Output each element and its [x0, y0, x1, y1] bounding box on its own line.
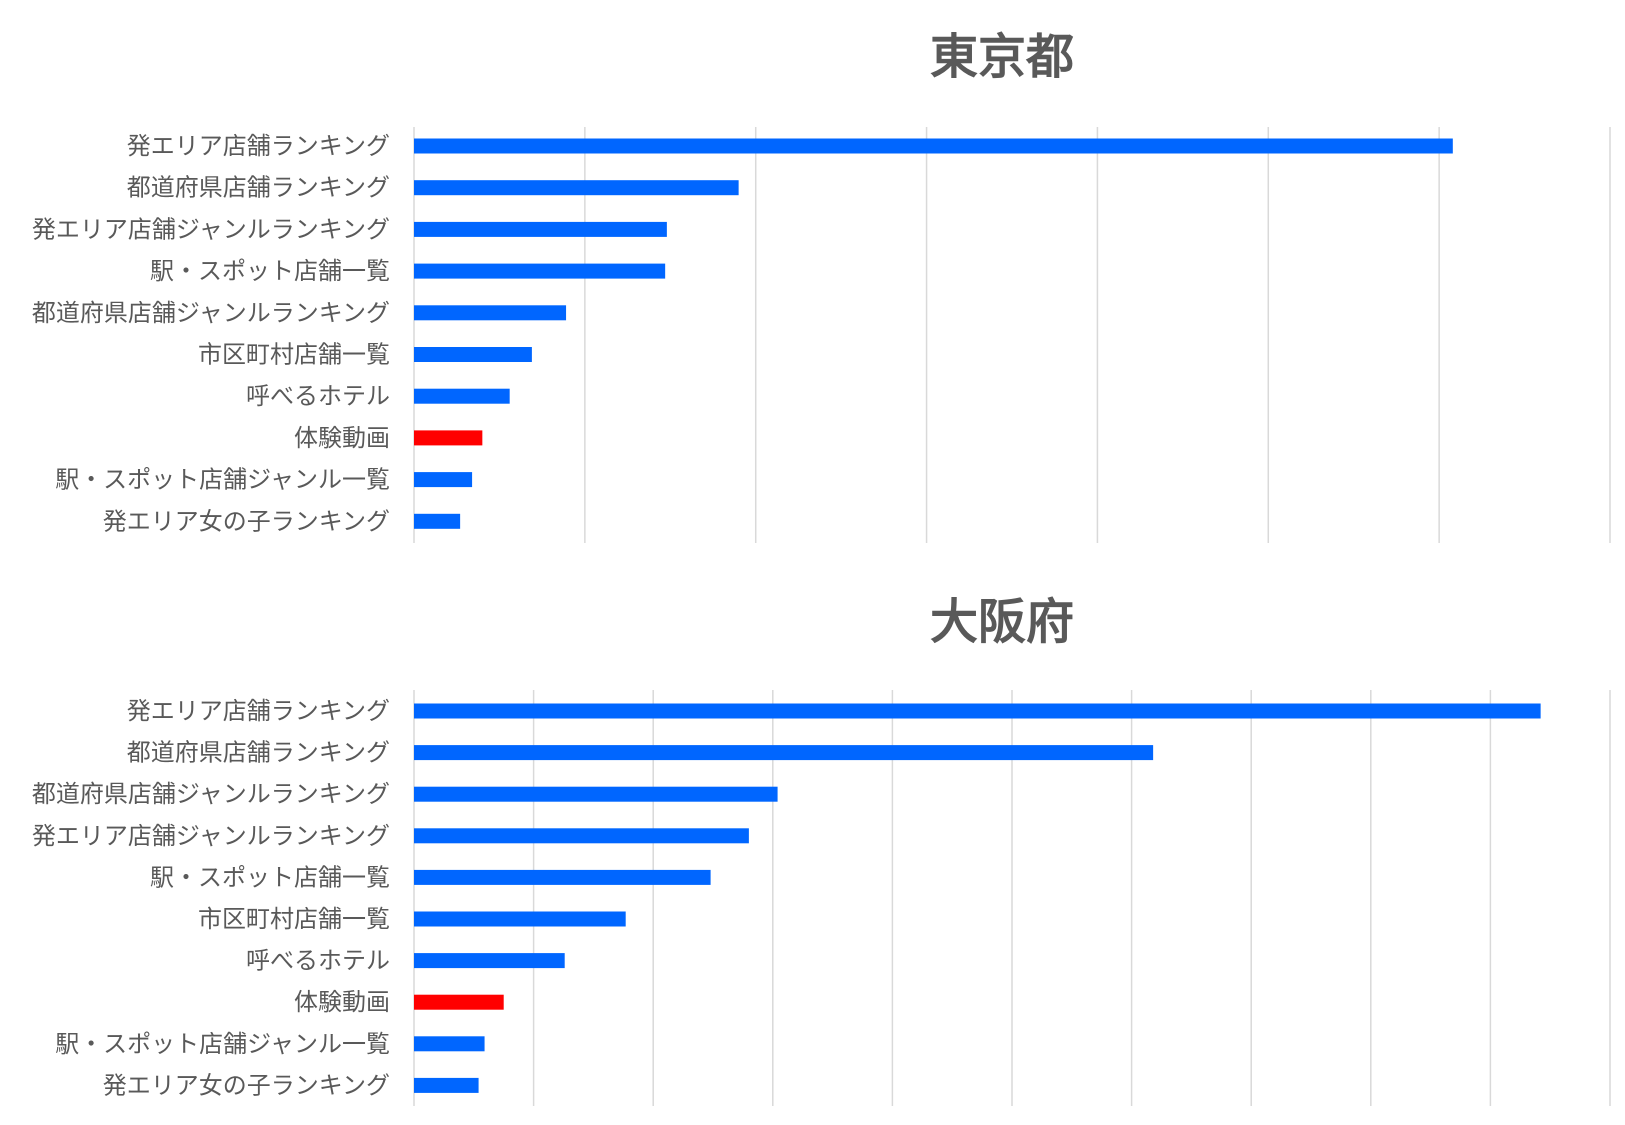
bar	[414, 472, 473, 488]
category-label: 発エリア女の子ランキング	[103, 507, 390, 535]
bar	[414, 1077, 479, 1093]
category-label: 呼べるホテル	[246, 382, 390, 410]
bar	[414, 786, 778, 802]
bar	[414, 1036, 485, 1052]
category-label: 都道府県店舗ランキング	[127, 739, 390, 767]
bar	[414, 388, 510, 404]
category-label: 発エリア店舗ランキング	[127, 132, 390, 160]
chart-title: 大阪府	[930, 594, 1074, 650]
bar	[414, 869, 711, 885]
bar	[414, 180, 739, 196]
category-label: 体験動画	[294, 424, 390, 452]
category-label: 駅・スポット店舗一覧	[150, 257, 390, 285]
bar	[414, 745, 1154, 761]
bar	[414, 953, 565, 969]
bar	[414, 138, 1453, 154]
category-label: 駅・スポット店舗ジャンル一覧	[55, 1030, 390, 1058]
bar-highlight	[414, 994, 504, 1010]
bar-highlight	[414, 430, 483, 446]
chart-panel-0: 東京都発エリア店舗ランキング都道府県店舗ランキング発エリア店舗ジャンルランキング…	[32, 29, 1611, 543]
bar	[414, 703, 1541, 719]
category-label: 都道府県店舗ランキング	[127, 174, 390, 202]
category-label: 発エリア店舗ジャンルランキング	[32, 215, 390, 243]
bar	[414, 263, 666, 279]
bar	[414, 828, 749, 844]
bar	[414, 911, 626, 927]
category-label: 市区町村店舗一覧	[198, 341, 390, 369]
chart-panel-1: 大阪府発エリア店舗ランキング都道府県店舗ランキング都道府県店舗ジャンルランキング…	[32, 594, 1611, 1106]
category-label: 発エリア店舗ランキング	[127, 697, 390, 725]
category-label: 発エリア店舗ジャンルランキング	[32, 822, 390, 850]
category-label: 都道府県店舗ジャンルランキング	[32, 299, 390, 327]
category-label: 体験動画	[294, 988, 390, 1016]
bar	[414, 305, 567, 321]
category-label: 駅・スポット店舗一覧	[150, 863, 390, 891]
chart-title: 東京都	[930, 29, 1074, 85]
category-label: 都道府県店舗ジャンルランキング	[32, 780, 390, 808]
category-label: 市区町村店舗一覧	[198, 905, 390, 933]
bar	[414, 347, 532, 362]
bar	[414, 221, 667, 237]
category-label: 発エリア女の子ランキング	[103, 1071, 390, 1099]
category-label: 呼べるホテル	[246, 947, 390, 975]
bar	[414, 513, 461, 529]
category-label: 駅・スポット店舗ジャンル一覧	[55, 466, 390, 494]
